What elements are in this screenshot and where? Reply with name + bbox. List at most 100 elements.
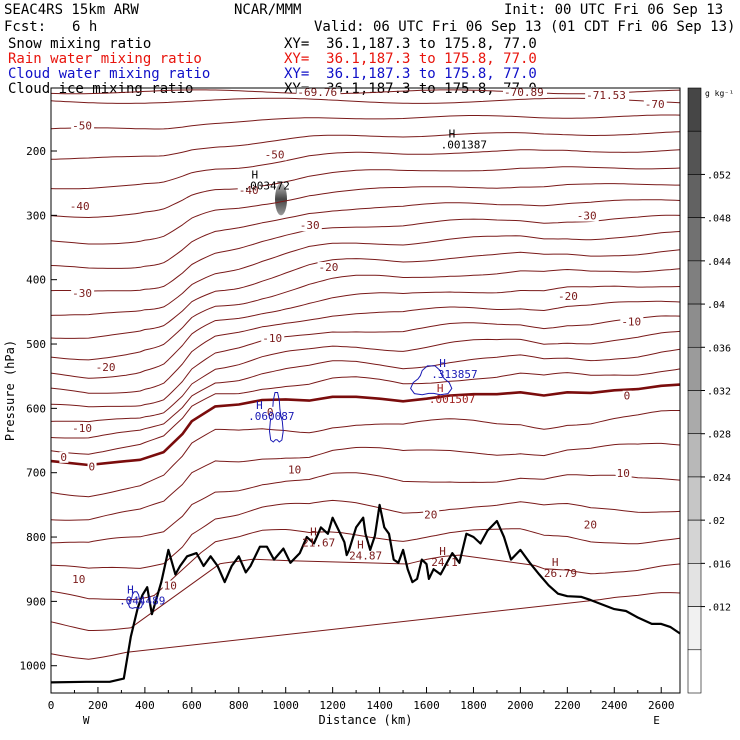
y-tick-label-3: 500 [26,338,46,351]
x-end-label-east: E [653,714,660,727]
colorbar-bin-11 [687,563,702,607]
isotherm-label-25: 20 [424,509,437,522]
isotherm-label-bg-12 [556,290,580,302]
y-axis-label: Pressure (hPa) [3,340,17,441]
x-tick-label-10: 2000 [507,699,534,712]
isotherm-label-bg-16 [71,422,95,434]
colorbar-bin-3 [687,217,702,262]
y-tick-label-1: 300 [26,209,46,222]
max-h-9: H [552,556,559,569]
isotherm-label-6: -40 [70,200,90,213]
isotherm-label-15: -10 [621,316,641,329]
max-h-0: H [449,127,456,140]
y-tick-label-6: 800 [26,531,46,544]
isotherm-label-bg-1 [502,87,547,99]
y-tick-label-7: 900 [26,595,46,608]
colorbar-tick-label-7: .024 [707,473,731,484]
colorbar-bin-12 [687,606,702,651]
isotherm-label-20: 0 [267,406,274,419]
isotherm-warm-2 [50,442,681,521]
isotherm-label-2: -71.53 [586,89,626,102]
max-h-3: H [437,382,444,395]
x-tick-label-1: 200 [88,699,108,712]
isotherm-9 [50,214,681,292]
max-value-7: 24.87 [349,550,382,563]
colorbar-tick-label-4: .036 [707,343,731,354]
isotherm-label-4: -50 [72,119,92,132]
colorbar-bin-2 [687,174,702,218]
org-label: NCAR/MMM [234,2,302,18]
colorbar-bin-13 [687,649,702,694]
isotherm-warm-7 [50,592,681,660]
field-name-cloud-ice: Cloud ice mixing ratio [8,81,194,97]
colorbar-tick-label-5: .032 [707,387,731,398]
isotherm-label-bg-17 [622,390,632,402]
max-value-8: 24.1 [431,556,458,569]
isotherm-label-12: -20 [558,290,578,303]
x-tick-label-2: 400 [135,699,155,712]
isotherm-label-13: -20 [96,361,116,374]
isotherm-warm-3 [50,472,681,544]
model-title: SEAC4RS 15km ARW [4,2,139,18]
max-value-2: .313857 [431,368,477,381]
colorbar-bin-10 [687,519,702,564]
field-name-snow: Snow mixing ratio [8,36,152,52]
isotherm-4 [50,300,681,394]
isotherm-1 [50,348,681,439]
field-xy-snow: XY= 36.1,187.3 to 175.8, 77.0 [284,36,537,52]
colorbar-tick-label-6: .028 [707,430,731,441]
isotherm-label-bg-25 [423,509,440,521]
colorbar-bin-4 [687,260,702,305]
field-name-rain: Rain water mixing ratio [8,51,202,67]
colorbar-tick-label-10: .012 [707,603,731,614]
x-tick-label-12: 2400 [601,699,628,712]
isotherm-label-bg-9 [575,210,599,222]
isotherm-5 [50,285,681,379]
isotherm-warm-1 [50,410,680,498]
y-tick-label-5: 700 [26,467,46,480]
isotherm-label-18: 0 [60,451,67,464]
isotherm-label-5: -50 [265,148,285,161]
isotherm-label-bg-18 [59,451,69,463]
colorbar-bin-8 [687,433,702,478]
y-tick-label-0: 200 [26,145,46,158]
x-tick-label-9: 1800 [460,699,487,712]
isotherm-label-16: -10 [72,422,92,435]
max-h-7: H [357,539,364,552]
max-value-6: 21.67 [302,537,335,550]
isotherm-label-22: 10 [617,467,630,480]
fcst-label: Fcst: [4,19,47,35]
x-tick-label-0: 0 [48,699,55,712]
isotherm-label-bg-19 [87,461,97,473]
isotherm-label-10: -30 [72,287,92,300]
max-value-3: .001507 [429,393,475,406]
x-tick-label-11: 2200 [554,699,581,712]
terrain-line [50,503,681,684]
colorbar-bin-0 [687,87,702,132]
max-h-2: H [439,357,446,370]
isotherm-label-bg-13 [94,361,118,373]
max-value-9: 26.79 [544,567,577,580]
isotherm-label-bg-23 [71,574,88,586]
isotherm-warm-4 [50,499,681,569]
colorbar-tick-label-1: .048 [707,214,731,225]
max-h-6: H [310,526,317,539]
terrain-layer [50,503,681,684]
x-tick-label-13: 2600 [648,699,675,712]
isotherm-label-14: -10 [262,332,282,345]
isotherm-top-a [50,97,681,104]
isotherm-label-bg-15 [620,316,644,328]
isotherm-13 [50,149,681,190]
valid-time: Valid: 06 UTC Fri 06 Sep 13 (01 CDT Fri … [314,19,736,35]
y-tick-label-4: 600 [26,402,46,415]
axes-layer: 0 200 400 600 800 1000 1200 1400 1600 1800 2000 220… [3,145,674,727]
cloud-water-layer [128,365,453,609]
isotherm-label-bg-8 [298,220,322,232]
colorbar-bin-6 [687,346,702,391]
contour-label-layer: -69.76 -70.89 -71.53 -70 -50 -50 -40 -40 -30 -30 -… [59,86,667,608]
isotherm-label-21: 10 [288,464,301,477]
isotherm-6 [50,268,681,361]
colorbar: g kg⁻¹ .052 .048 .044 .04 .036 .032 .028 .024 .02… [687,87,734,694]
colorbar-tick-label-2: .044 [707,257,731,268]
